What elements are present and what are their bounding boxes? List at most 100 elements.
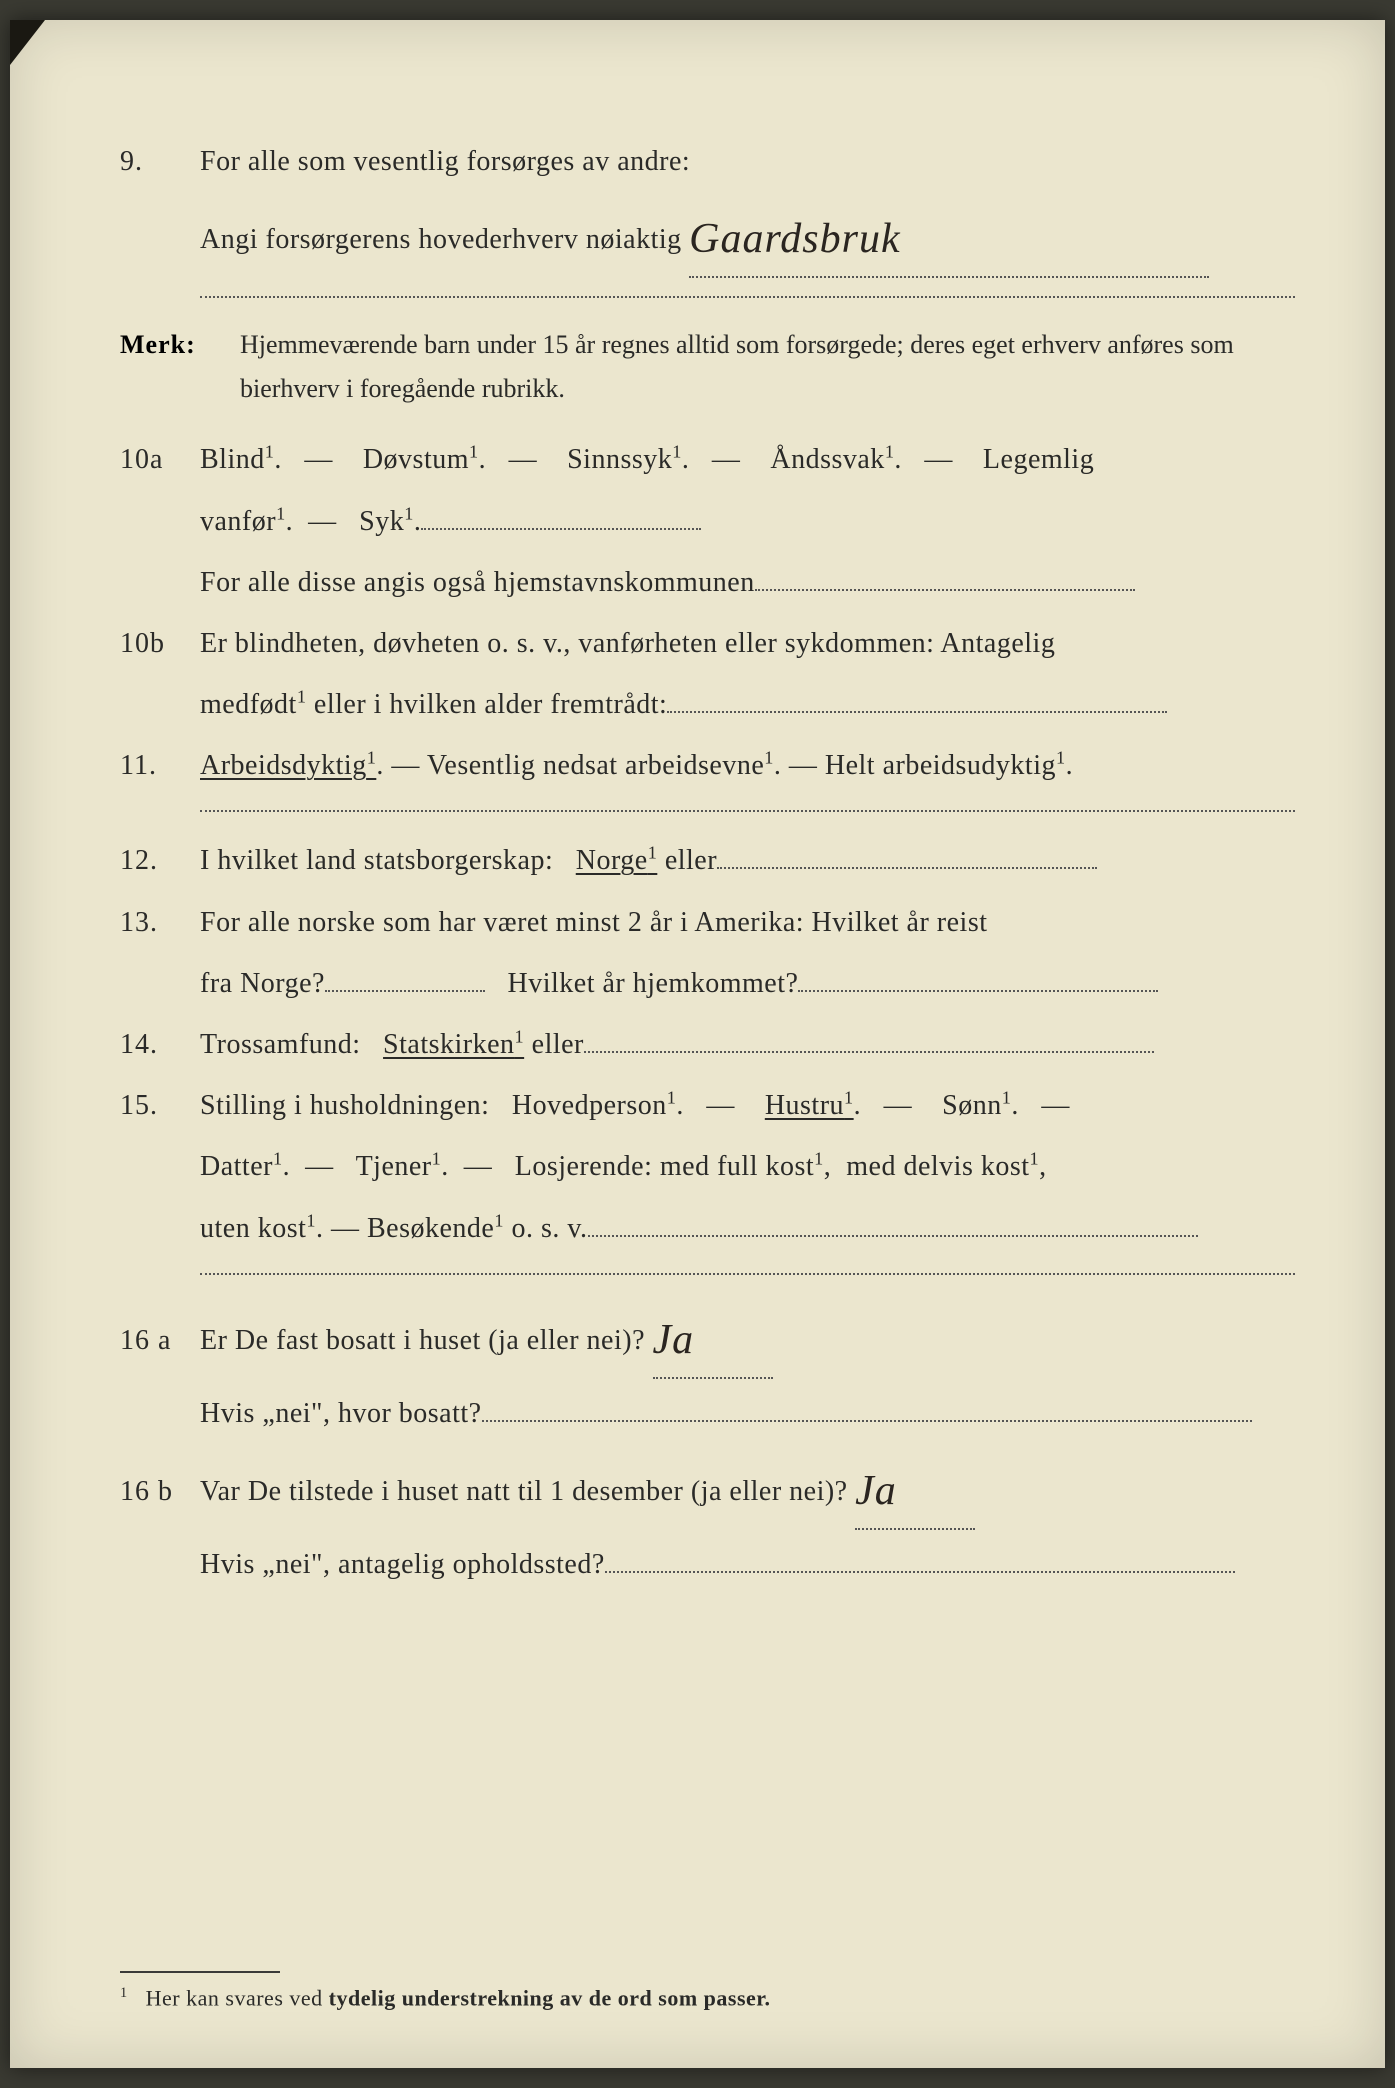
opt-uten-kost[interactable]: uten kost1 [200,1213,316,1244]
q14-content: Trossamfund: Statskirken1 eller [200,1018,1295,1071]
q10b-line2: medfødt1 eller i hvilken alder fremtrådt… [120,678,1295,731]
q12-text: I hvilket land statsborgerskap: [200,845,553,876]
q15-line[interactable] [588,1235,1198,1237]
q16b-text: Var De tilstede i huset natt til 1 desem… [200,1476,848,1507]
q16a-answer: Ja [653,1317,695,1363]
q10b-row: 10b Er blindheten, døvheten o. s. v., va… [120,617,1295,670]
q13-row: 13. For alle norske som har været minst … [120,896,1295,949]
q9-answer: Gaardsbruk [689,216,900,262]
q15-osv: o. s. v. [504,1213,588,1244]
q9-answer-line[interactable]: Gaardsbruk [689,196,1209,278]
opt-legemlig[interactable]: Legemlig [983,444,1094,475]
q14-row: 14. Trossamfund: Statskirken1 eller [120,1018,1295,1071]
merk-label: Merk: [120,320,240,369]
opt-blind[interactable]: Blind1 [200,444,274,475]
q12-number: 12. [120,834,200,887]
q10a-syk-line[interactable] [421,528,701,530]
q16b-number: 16 b [120,1465,200,1518]
q15-line3: uten kost1. — Besøkende1 o. s. v. [120,1202,1295,1255]
q11-options: Arbeidsdyktig1. — Vesentlig nedsat arbei… [200,739,1295,792]
q10a-number: 10a [120,433,200,486]
q15-content: Stilling i husholdningen: Hovedperson1. … [200,1079,1295,1132]
opt-syk[interactable]: Syk1 [359,506,414,537]
q13-year1-line[interactable] [325,990,485,992]
q10a-hjemstavn-line[interactable] [755,589,1135,591]
q10a-line3: For alle disse angis også hjemstavnskomm… [120,556,1295,609]
opt-datter[interactable]: Datter1 [200,1151,283,1182]
q16b-row: 16 b Var De tilstede i huset natt til 1 … [120,1448,1295,1530]
q10b-alder-line[interactable] [667,711,1167,713]
q13-year2-line[interactable] [798,990,1158,992]
opt-hovedperson[interactable]: Hovedperson1 [512,1090,676,1121]
footnote-text-bold: tydelig understrekning av de ord som pas… [329,1985,771,2010]
q12-content: I hvilket land statsborgerskap: Norge1 e… [200,834,1295,887]
q16b-line2: Hvis „nei", antagelig opholdssted? [120,1538,1295,1591]
q15-blank-line[interactable] [200,1273,1295,1275]
q9-row: 9. For alle som vesentlig forsørges av a… [120,135,1295,188]
opt-arbeidsdyktig[interactable]: Arbeidsdyktig1 [200,750,376,781]
q10b-number: 10b [120,617,200,670]
q15-line2: Datter1. — Tjener1. — Losjerende: med fu… [120,1140,1295,1193]
q14-suffix: eller [524,1029,584,1060]
q10b-text3: eller i hvilken alder fremtrådt: [306,689,667,720]
opt-sinnssyk[interactable]: Sinnssyk1 [567,444,682,475]
q16a-hvis-nei: Hvis „nei", hvor bosatt? [200,1398,482,1429]
opt-medfodt[interactable]: medfødt1 [200,689,306,720]
q10a-hjemstavn-text: For alle disse angis også hjemstavnskomm… [200,567,755,598]
q13-line1: For alle norske som har været minst 2 år… [200,896,1295,949]
opt-besokende[interactable]: Besøkende1 [367,1213,504,1244]
opt-sonn[interactable]: Sønn1 [942,1090,1011,1121]
q16b-content: Var De tilstede i huset natt til 1 desem… [200,1448,1295,1530]
merk-text: Hjemmeværende barn under 15 år regnes al… [240,323,1295,411]
q9-line2: Angi forsørgerens hovederhverv nøiaktig … [120,196,1295,278]
q11-blank-line[interactable] [200,810,1295,812]
opt-statskirken[interactable]: Statskirken1 [383,1029,524,1060]
q9-prefix: Angi forsørgerens hovederhverv nøiaktig [200,224,682,255]
q13-line2: fra Norge? Hvilket år hjemkommet? [120,957,1295,1010]
q10a-row: 10a Blind1. — Døvstum1. — Sinnssyk1. — Å… [120,433,1295,486]
q12-line[interactable] [717,867,1097,869]
q16a-content: Er De fast bosatt i huset (ja eller nei)… [200,1297,1295,1379]
opt-losjerende-full[interactable]: Losjerende: med full kost1 [515,1151,824,1182]
q9-line1: For alle som vesentlig forsørges av andr… [200,135,1295,188]
q14-line[interactable] [584,1051,1154,1053]
q15-number: 15. [120,1079,200,1132]
q16a-bosatt-line[interactable] [482,1420,1252,1422]
q16a-text: Er De fast bosatt i huset (ja eller nei)… [200,1325,645,1356]
opt-udyktig[interactable]: Helt arbeidsudyktig1 [825,750,1066,781]
q16a-number: 16 a [120,1314,200,1367]
q16a-row: 16 a Er De fast bosatt i huset (ja eller… [120,1297,1295,1379]
q11-number: 11. [120,739,200,792]
q16b-answer: Ja [855,1468,897,1514]
opt-nedsat[interactable]: Vesentlig nedsat arbeidsevne1 [427,750,774,781]
opt-hustru[interactable]: Hustru1 [765,1090,854,1121]
q16b-opholdssted-line[interactable] [605,1571,1235,1573]
q12-suffix: eller [657,845,717,876]
opt-norge[interactable]: Norge1 [576,845,658,876]
opt-andssvak[interactable]: Åndssvak1 [770,444,894,475]
q15-text: Stilling i husholdningen: [200,1090,489,1121]
q10a-options: Blind1. — Døvstum1. — Sinnssyk1. — Åndss… [200,433,1295,486]
merk-row: Merk: Hjemmeværende barn under 15 år reg… [120,320,1295,411]
q13-number: 13. [120,896,200,949]
q14-number: 14. [120,1018,200,1071]
q13-fra-norge: fra Norge? [200,968,325,999]
q14-text: Trossamfund: [200,1029,361,1060]
q15-row: 15. Stilling i husholdningen: Hovedperso… [120,1079,1295,1132]
census-form-page: 9. For alle som vesentlig forsørges av a… [10,20,1385,2068]
q12-row: 12. I hvilket land statsborgerskap: Norg… [120,834,1295,887]
q9-blank-line[interactable] [200,296,1295,298]
footnote: 1 Her kan svares ved tydelig understrekn… [120,1985,1295,2011]
q13-hjemkommet: Hvilket år hjemkommet? [507,968,798,999]
q10b-text1: Er blindheten, døvheten o. s. v., vanfør… [200,617,1295,670]
q16a-line2: Hvis „nei", hvor bosatt? [120,1387,1295,1440]
opt-vanfor[interactable]: vanfør1 [200,506,286,537]
q16b-answer-line[interactable]: Ja [855,1448,975,1530]
footnote-rule [120,1971,280,1973]
q16a-answer-line[interactable]: Ja [653,1297,773,1379]
q16b-hvis-nei: Hvis „nei", antagelig opholdssted? [200,1549,605,1580]
opt-losjerende-delvis[interactable]: med delvis kost1 [846,1151,1039,1182]
q11-row: 11. Arbeidsdyktig1. — Vesentlig nedsat a… [120,739,1295,792]
opt-tjener[interactable]: Tjener1 [356,1151,442,1182]
opt-dovstum[interactable]: Døvstum1 [363,444,479,475]
